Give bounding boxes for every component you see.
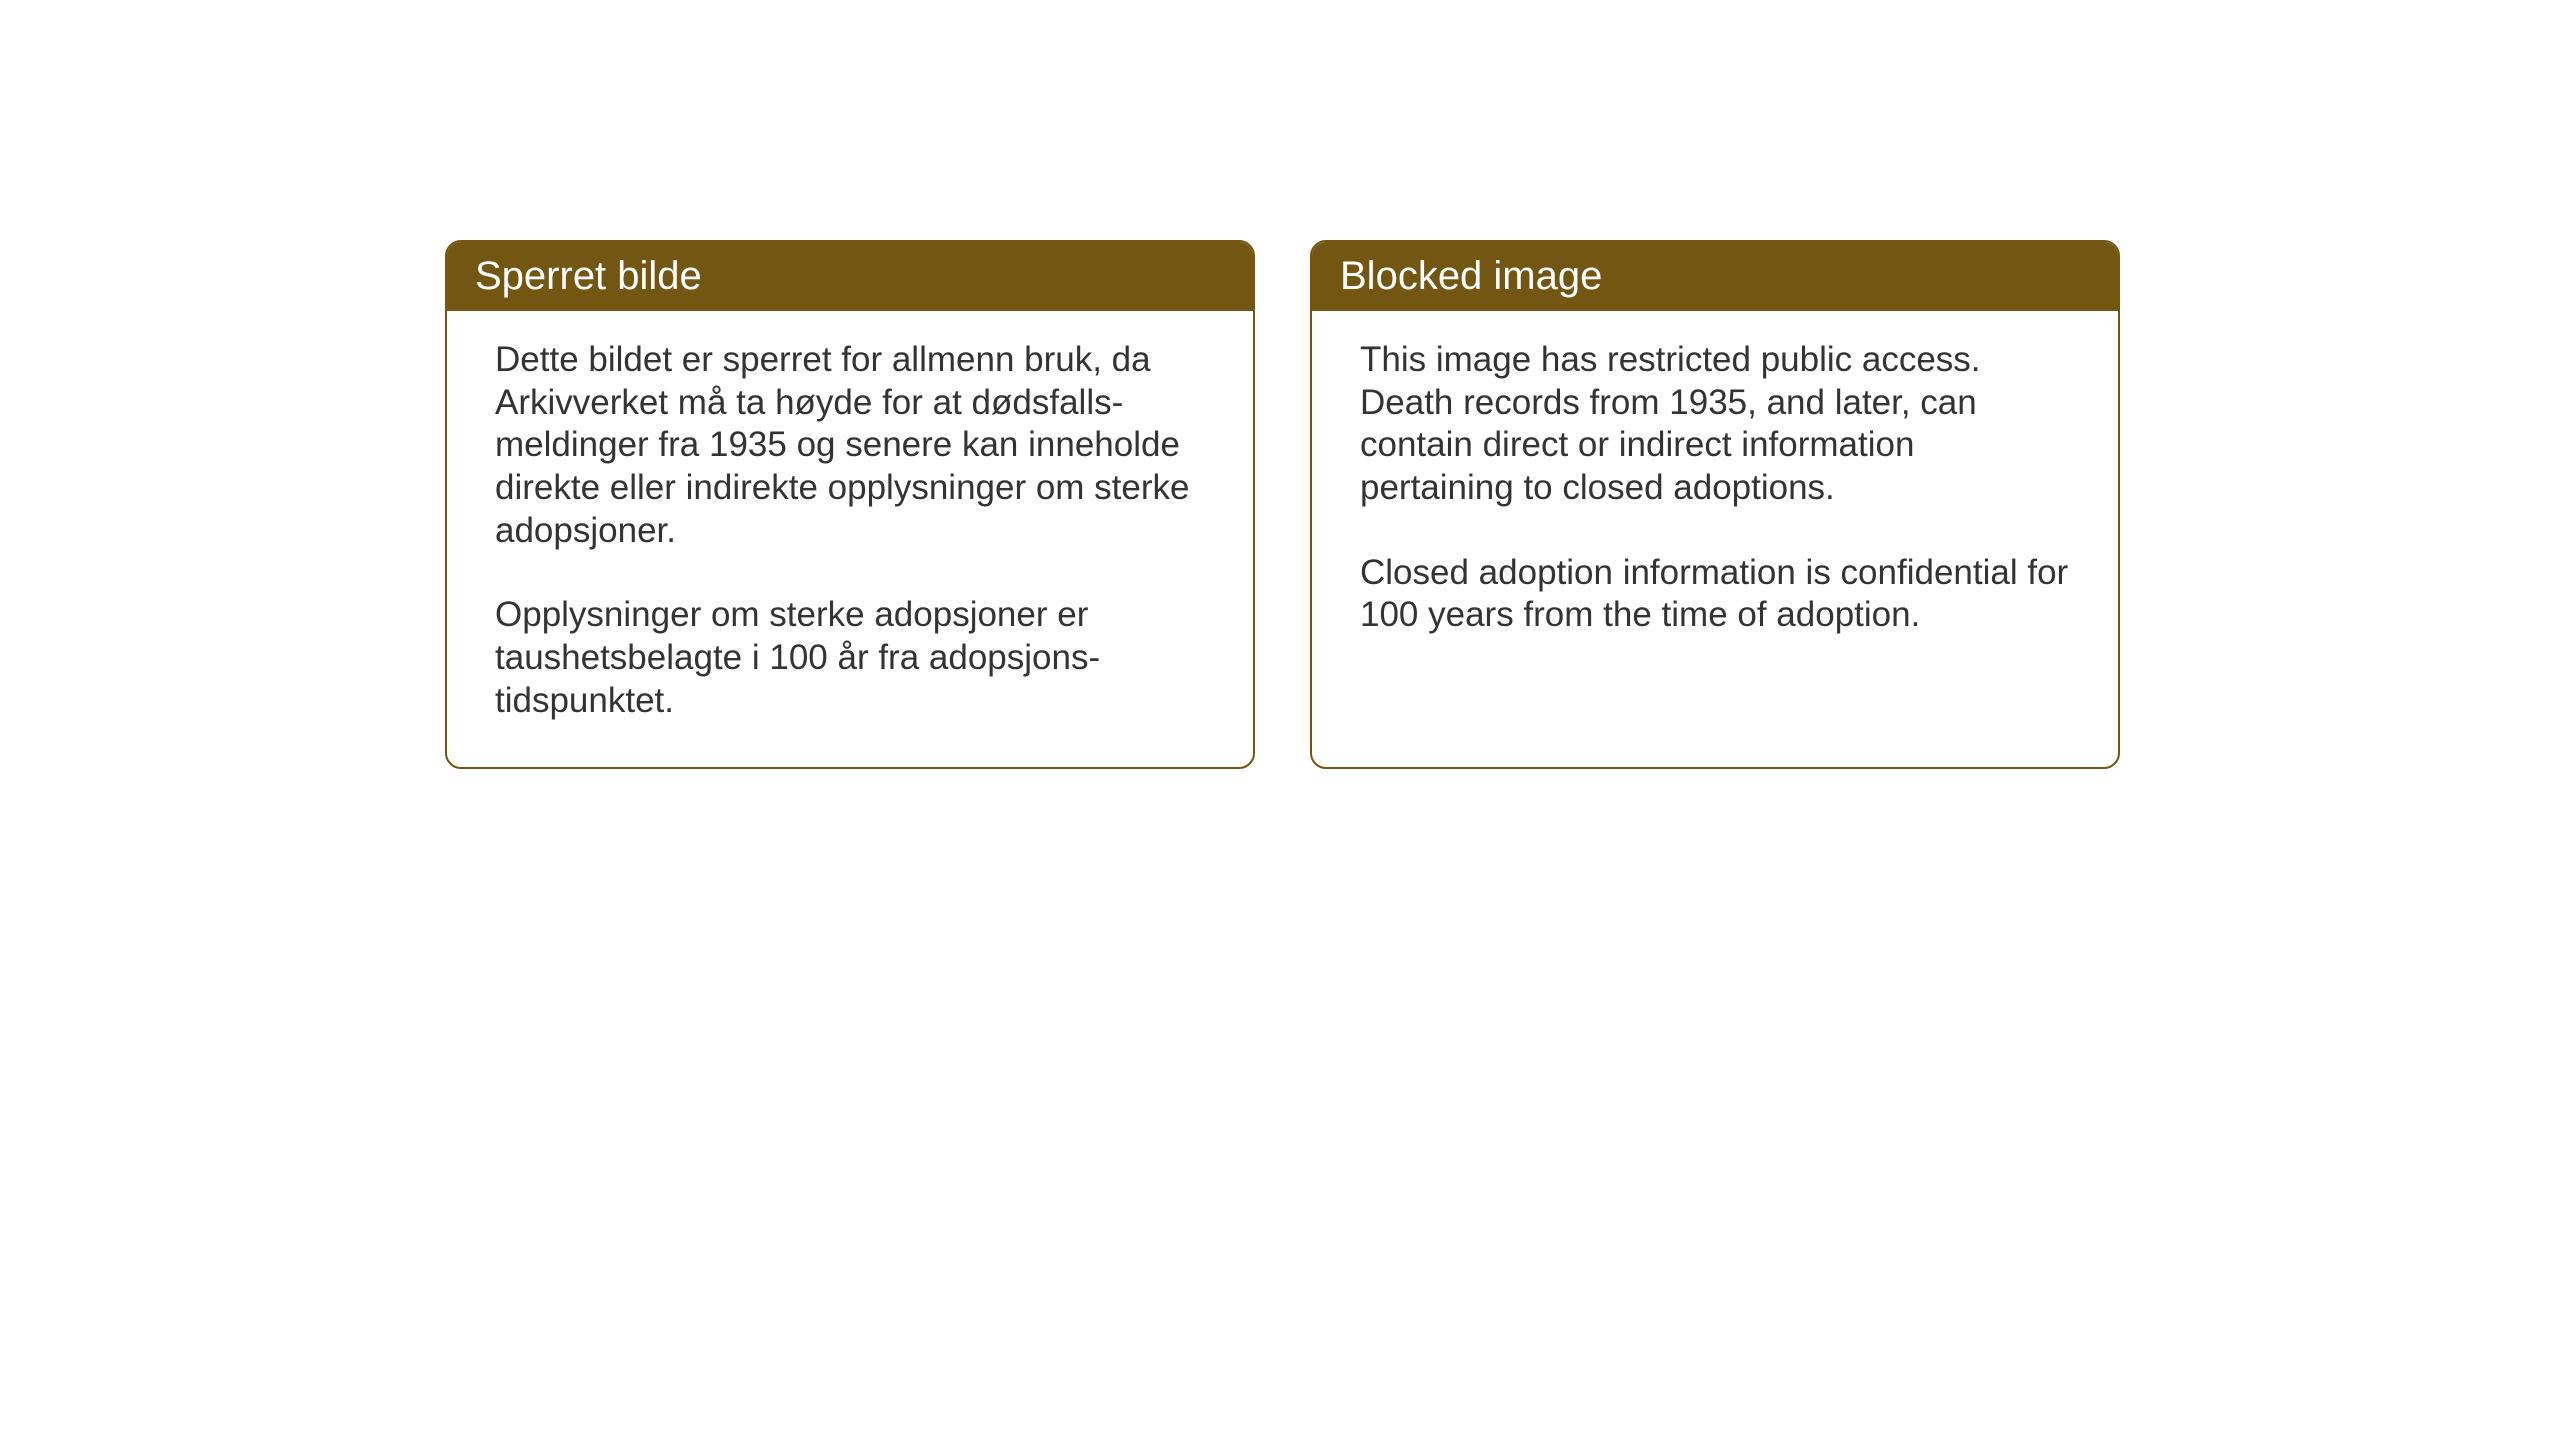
norwegian-card: Sperret bilde Dette bildet er sperret fo… [445,240,1255,769]
english-card-body: This image has restricted public access.… [1312,311,2118,681]
norwegian-paragraph-1: Dette bildet er sperret for allmenn bruk… [495,339,1205,552]
english-paragraph-1: This image has restricted public access.… [1360,339,2070,510]
english-paragraph-2: Closed adoption information is confident… [1360,552,2070,637]
english-card-title: Blocked image [1340,254,1602,298]
english-card-header: Blocked image [1312,242,2118,311]
norwegian-card-title: Sperret bilde [475,254,702,298]
norwegian-card-body: Dette bildet er sperret for allmenn bruk… [447,311,1253,767]
cards-container: Sperret bilde Dette bildet er sperret fo… [445,240,2120,769]
norwegian-paragraph-2: Opplysninger om sterke adopsjoner er tau… [495,594,1205,722]
norwegian-card-header: Sperret bilde [447,242,1253,311]
english-card: Blocked image This image has restricted … [1310,240,2120,769]
